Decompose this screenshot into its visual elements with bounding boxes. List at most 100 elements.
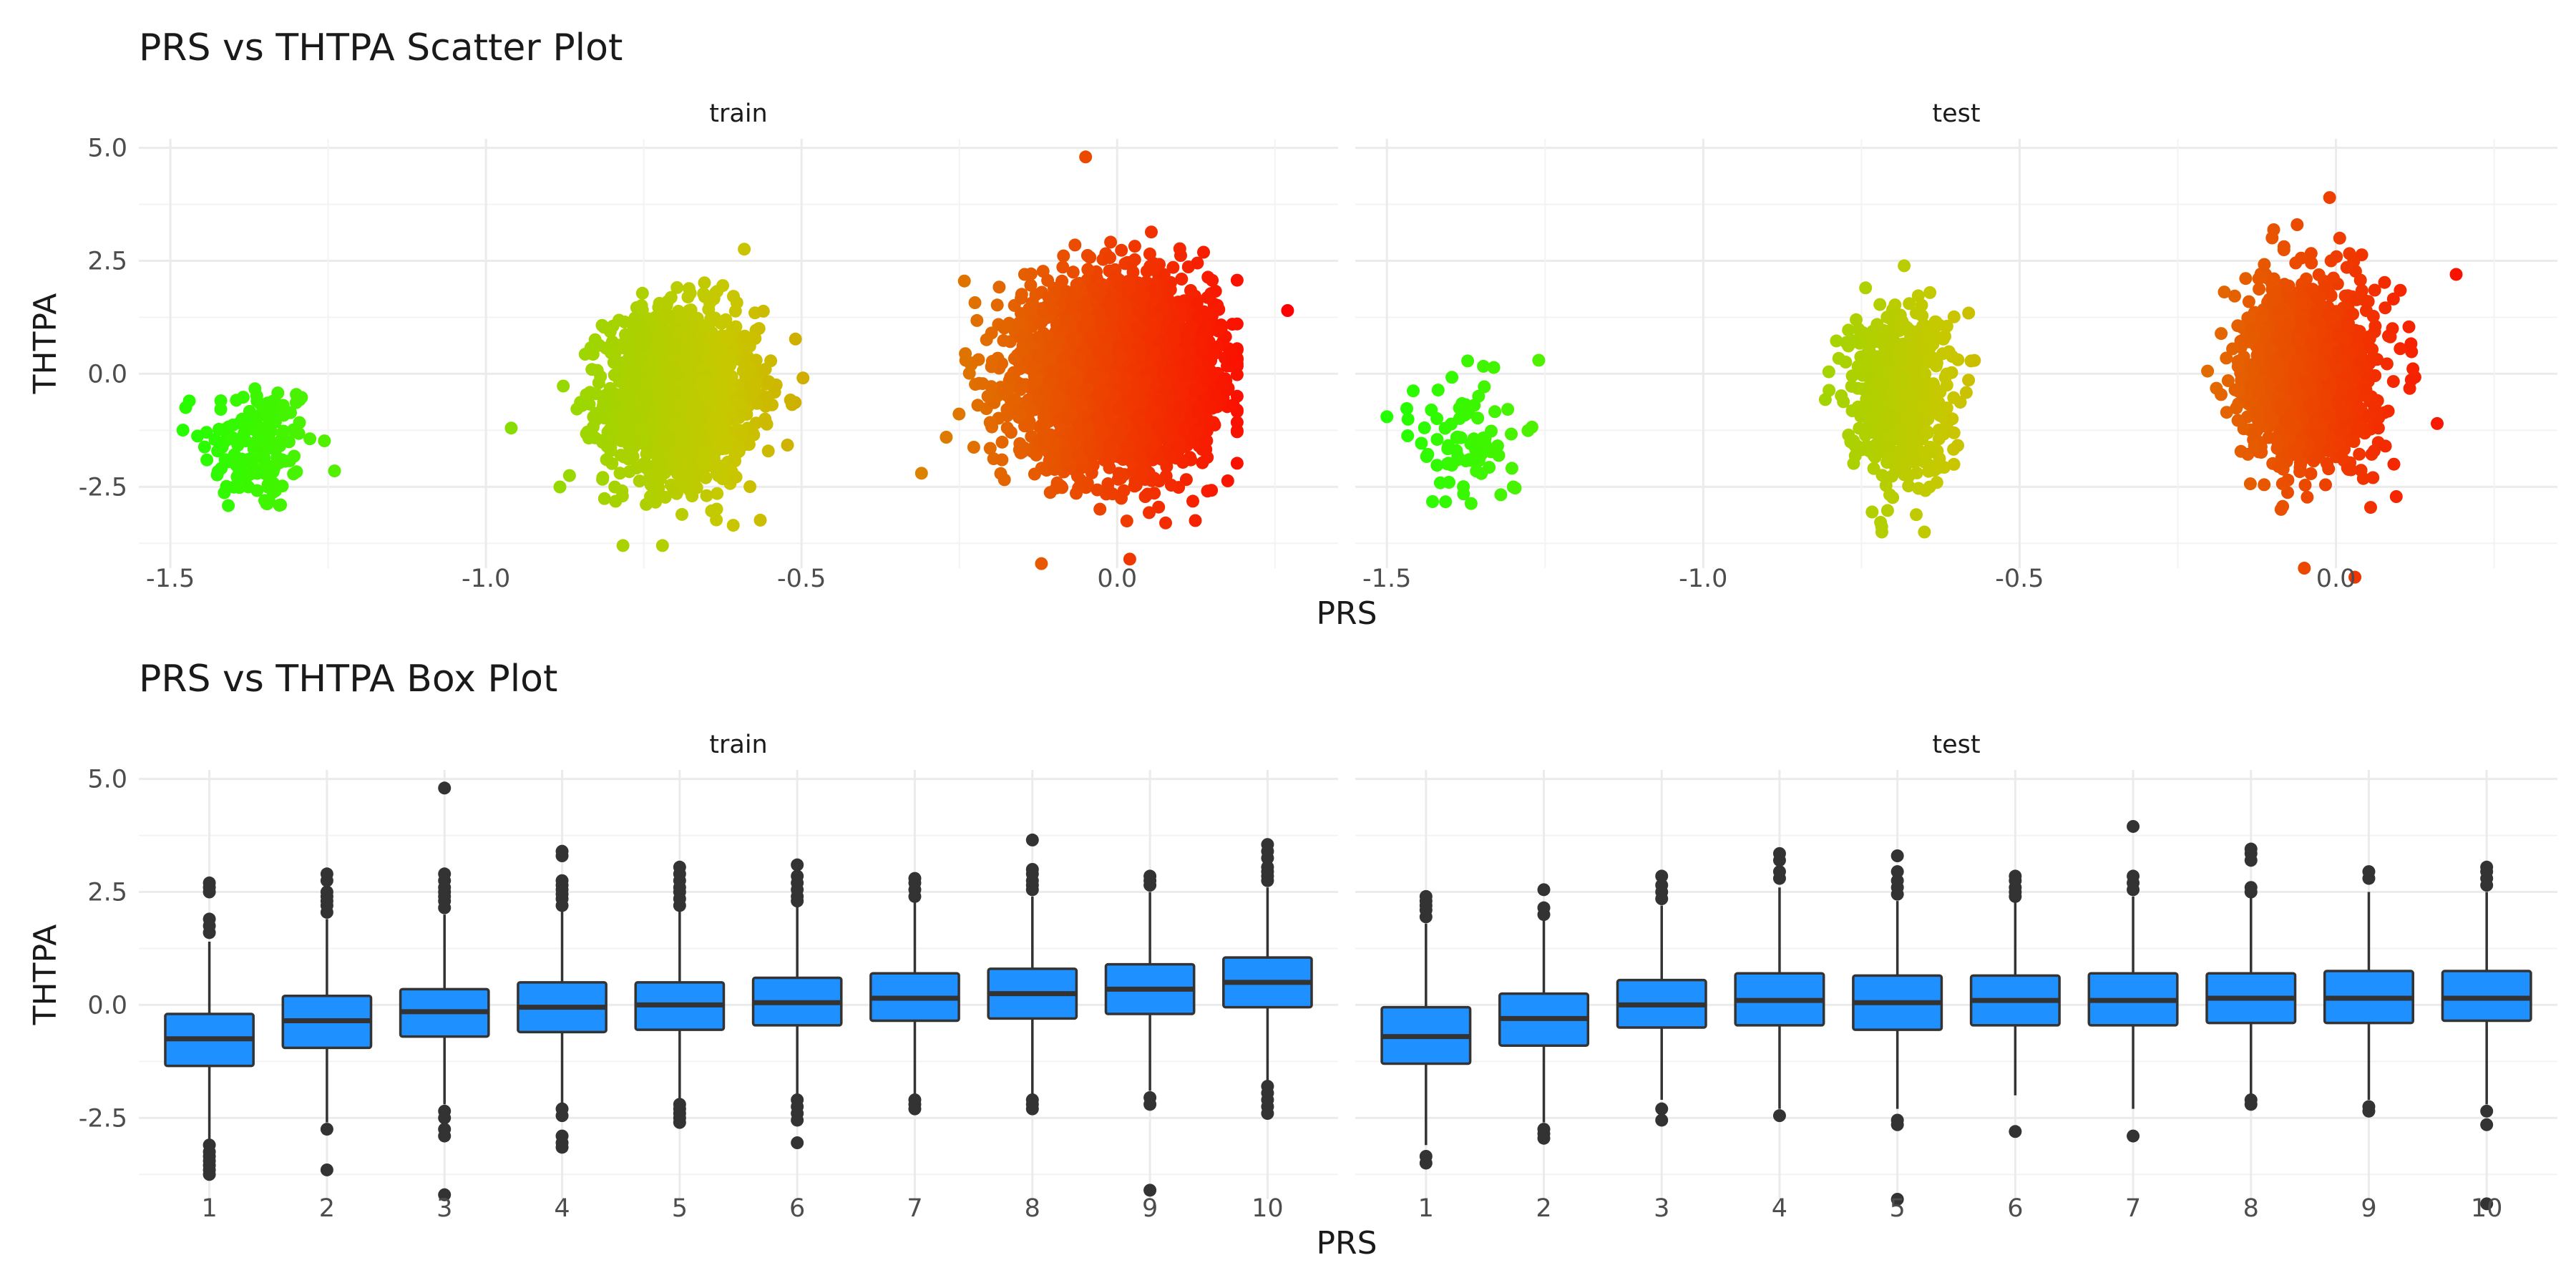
scatter-point	[318, 434, 331, 448]
scatter-point	[235, 458, 249, 471]
scatter-chart: PRS vs THTPA Scatter Plot THTPA PRS trai…	[27, 26, 2557, 632]
scatter-point	[1093, 502, 1107, 516]
scatter-point	[293, 416, 306, 429]
scatter-point	[609, 494, 623, 508]
scatter-point	[682, 282, 696, 296]
scatter-point	[762, 375, 776, 389]
scatter-point	[1091, 483, 1104, 497]
scatter-point	[218, 453, 232, 467]
scatter-point	[250, 389, 263, 403]
scatter-point	[1104, 235, 1118, 249]
scatter-point	[1132, 303, 1146, 317]
scatter-point	[981, 389, 995, 403]
scatter-point	[672, 326, 686, 339]
scatter-point	[270, 436, 284, 449]
scatter-point	[952, 407, 966, 421]
scatter-point	[1000, 421, 1014, 434]
scatter-point	[644, 489, 658, 503]
scatter-point	[675, 507, 688, 521]
scatter-point	[1080, 313, 1094, 327]
scatter-point	[590, 364, 604, 377]
scatter-point	[682, 377, 696, 391]
scatter-point	[1013, 443, 1026, 457]
scatter-point	[1034, 317, 1047, 330]
scatter-point	[705, 504, 718, 517]
scatter-point	[732, 439, 745, 452]
scatter-point	[1141, 487, 1154, 501]
scatter-point	[1041, 273, 1055, 287]
scatter-point	[242, 480, 255, 494]
scatter-point	[303, 432, 317, 446]
scatter-point	[940, 431, 953, 444]
scatter-point	[743, 480, 757, 494]
scatter-point	[274, 498, 288, 512]
scatter-point	[681, 337, 695, 351]
scatter-point	[288, 449, 301, 463]
scatter-point	[635, 434, 649, 448]
scatter-point	[756, 304, 770, 318]
scatter-point	[691, 341, 705, 354]
scatter-point	[667, 482, 680, 496]
scatter-point	[600, 453, 613, 467]
scatter-point	[1175, 273, 1189, 286]
scatter-point	[700, 489, 713, 502]
scatter-point	[293, 393, 306, 406]
scatter-point	[742, 438, 756, 451]
scatter-point	[635, 286, 649, 300]
scatter-point	[651, 447, 664, 461]
scatter-point	[1031, 331, 1045, 344]
scatter-point	[718, 429, 732, 443]
scatter-point	[748, 376, 762, 389]
scatter-point	[672, 423, 686, 436]
scatter-point	[628, 369, 641, 383]
scatter-point	[781, 439, 794, 452]
scatter-point	[997, 321, 1011, 335]
scatter-point	[1193, 336, 1206, 349]
scatter-point	[1013, 316, 1026, 330]
scatter-point	[250, 467, 264, 480]
scatter-point	[698, 276, 711, 290]
scatter-point	[638, 389, 652, 403]
scatter-point	[970, 313, 984, 327]
scatter-point	[618, 406, 632, 419]
scatter-point	[220, 479, 233, 493]
scatter-point	[711, 487, 724, 500]
scatter-point	[667, 343, 680, 356]
scatter-point	[658, 490, 672, 504]
scatter-point	[648, 394, 662, 408]
scatter-point	[1120, 514, 1133, 528]
scatter-point	[260, 497, 273, 510]
scatter-point	[652, 466, 665, 479]
scatter-point	[1206, 348, 1219, 362]
scatter-point	[1190, 424, 1204, 438]
scatter-point	[1121, 441, 1134, 454]
scatter-point	[731, 396, 744, 410]
scatter-point	[605, 335, 619, 348]
scatter-point	[694, 379, 708, 392]
scatter-point	[1083, 250, 1097, 264]
scatter-point	[1145, 225, 1158, 239]
scatter-point	[658, 408, 671, 421]
scatter-point	[701, 392, 714, 406]
scatter-point	[583, 386, 597, 399]
scatter-point	[1022, 419, 1035, 433]
scatter-point	[633, 325, 646, 338]
scatter-point	[796, 371, 810, 385]
scatter-point	[689, 468, 703, 482]
scatter-point	[662, 308, 675, 322]
scatter-point	[1081, 263, 1095, 276]
scatter-point	[990, 298, 1004, 312]
scatter-point	[660, 362, 674, 376]
scatter-point	[995, 453, 1009, 467]
scatter-point	[574, 396, 587, 409]
scatter-point	[1081, 421, 1094, 434]
scatter-point	[596, 472, 610, 486]
scatter-point	[328, 464, 341, 478]
scatter-point	[660, 295, 674, 308]
scatter-point	[226, 419, 240, 431]
scatter-point	[997, 333, 1010, 347]
scatter-point	[683, 303, 696, 317]
scatter-y-axis-title: THTPA	[27, 293, 64, 395]
scatter-point	[237, 427, 250, 441]
